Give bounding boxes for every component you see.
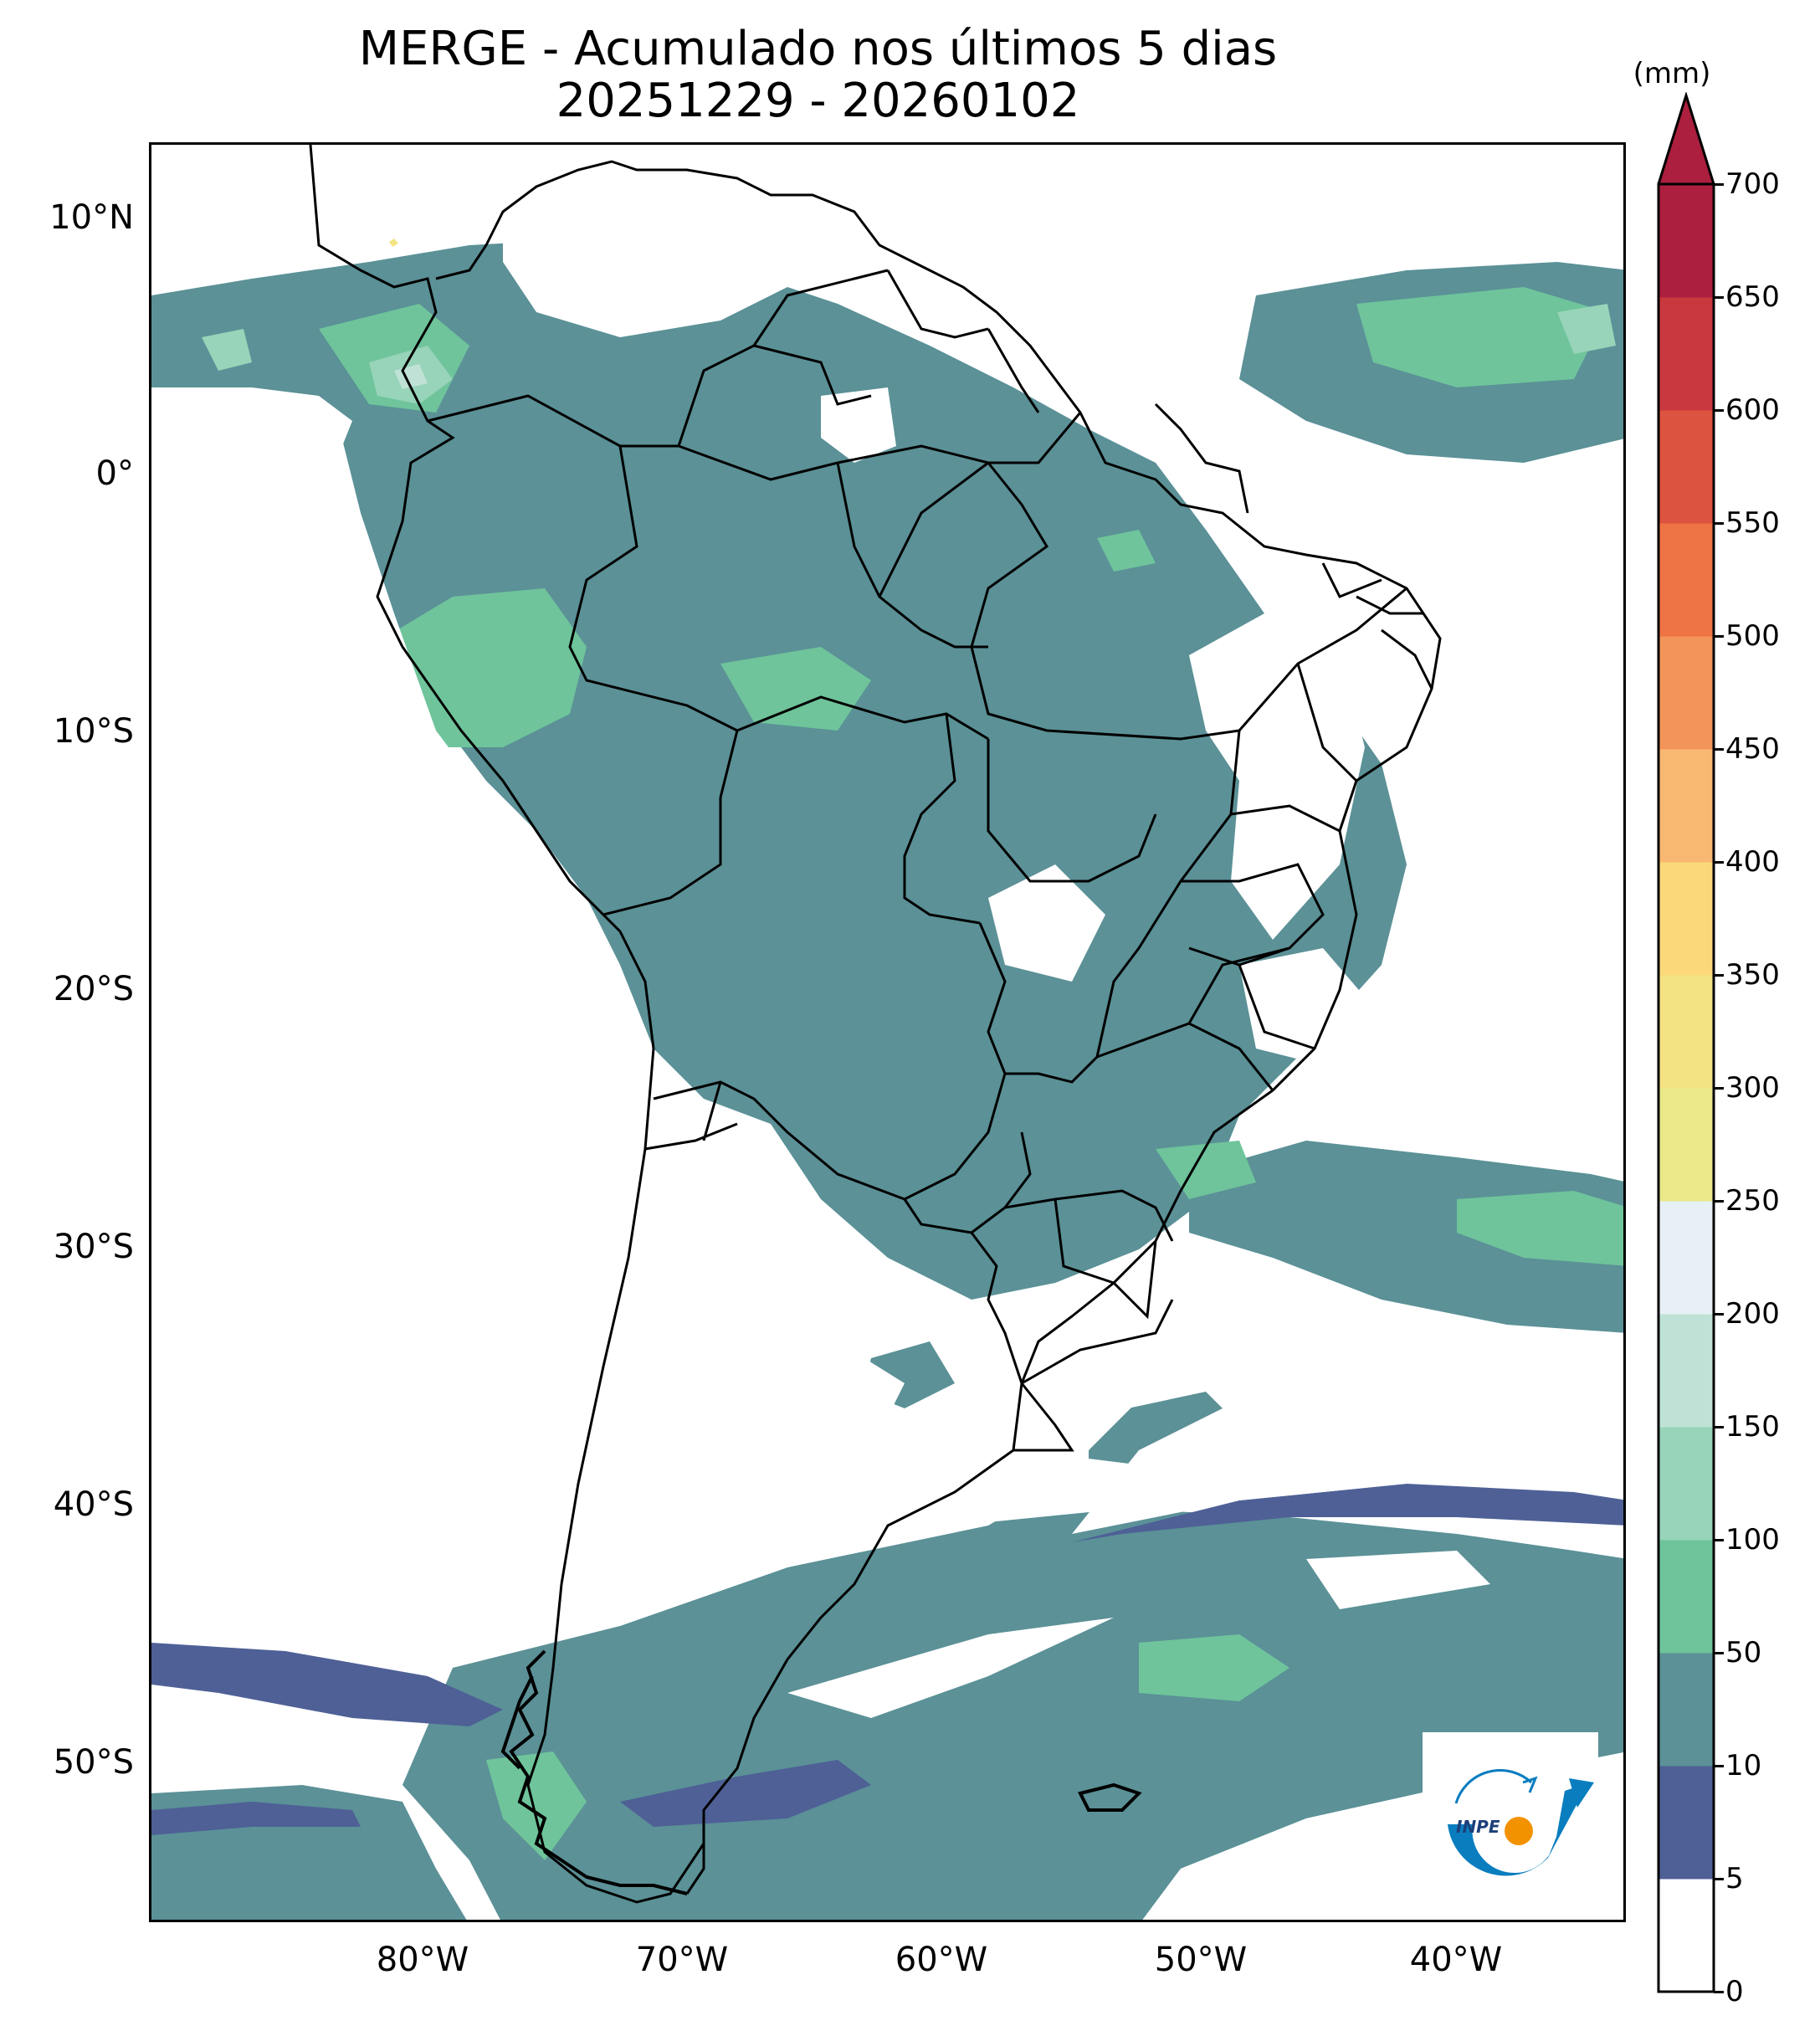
colorbar-label: 500 (1725, 619, 1780, 653)
colorbar-segment (1659, 1314, 1714, 1428)
colorbar-label: 100 (1725, 1523, 1780, 1557)
lat-label-50s: 50°S (53, 1743, 134, 1782)
colorbar-label: 650 (1725, 280, 1780, 314)
colorbar-tick (1714, 296, 1724, 299)
lon-label-50w: 50°W (1154, 1941, 1248, 1979)
colorbar-segment (1659, 636, 1714, 750)
colorbar-tick (1714, 974, 1724, 977)
colorbar-tick (1714, 861, 1724, 864)
colorbar-label: 10 (1725, 1749, 1762, 1782)
colorbar-tick (1714, 409, 1724, 412)
lon-label-80w: 80°W (376, 1941, 469, 1979)
colorbar-label: 300 (1725, 1071, 1780, 1105)
colorbar-segment (1659, 1653, 1714, 1767)
colorbar-label: 150 (1725, 1410, 1780, 1444)
lat-label-20s: 20°S (53, 970, 134, 1008)
colorbar-segment (1659, 1540, 1714, 1654)
colorbar-tick (1714, 1765, 1724, 1767)
colorbar-tick (1714, 635, 1724, 638)
colorbar-tick (1714, 522, 1724, 525)
political-borders (309, 145, 1442, 1904)
colorbar-segment (1659, 1088, 1714, 1202)
colorbar-segment (1659, 523, 1714, 637)
colorbar-tick (1714, 1200, 1724, 1203)
colorbar-segment (1659, 184, 1714, 298)
colorbar-tick (1714, 748, 1724, 751)
inpe-logo: INPE (1423, 1732, 1598, 1891)
svg-text:INPE: INPE (1456, 1817, 1500, 1837)
colorbar-segment (1659, 297, 1714, 411)
lat-label-10n: 10°N (49, 198, 134, 237)
lat-label-10s: 10°S (53, 712, 134, 751)
colorbar-tick (1714, 1087, 1724, 1090)
colorbar-segment (1659, 1201, 1714, 1315)
precipitation-map (151, 145, 1623, 1920)
colorbar-segment (1659, 862, 1714, 976)
colorbar-label: 0 (1725, 1975, 1744, 2008)
colorbar-label: 50 (1725, 1636, 1762, 1669)
colorbar-segment (1659, 975, 1714, 1089)
colorbar-label: 5 (1725, 1862, 1744, 1895)
map-title: MERGE - Acumulado nos últimos 5 dias (358, 22, 1278, 76)
colorbar-tick (1714, 1426, 1724, 1428)
colorbar-label: 550 (1725, 506, 1780, 540)
colorbar-label: 450 (1725, 732, 1780, 766)
colorbar-segment (1659, 1427, 1714, 1541)
colorbar-tick (1714, 1991, 1724, 1993)
colorbar-segment (1659, 1766, 1714, 1880)
colorbar-label: 600 (1725, 393, 1780, 427)
colorbar-tick (1714, 1313, 1724, 1316)
lon-label-70w: 70°W (635, 1941, 729, 1979)
colorbar (1657, 92, 1715, 1993)
map-panel[interactable] (149, 142, 1626, 1922)
colorbar-tick (1714, 1539, 1724, 1541)
lat-label-0: 0° (95, 454, 134, 493)
lat-label-30s: 30°S (53, 1228, 134, 1266)
colorbar-label: 200 (1725, 1297, 1780, 1331)
colorbar-label: 700 (1725, 167, 1780, 201)
colorbar-tick (1714, 1878, 1724, 1880)
colorbar-tick (1714, 183, 1724, 186)
colorbar-tick (1714, 1652, 1724, 1654)
colorbar-segment (1659, 410, 1714, 524)
lon-label-60w: 60°W (895, 1941, 988, 1979)
colorbar-unit: (mm) (1633, 57, 1711, 90)
lat-label-40s: 40°S (53, 1485, 134, 1524)
colorbar-label: 400 (1725, 845, 1780, 879)
colorbar-label: 250 (1725, 1184, 1780, 1218)
colorbar-segment (1659, 1879, 1714, 1993)
chile-fjords (500, 1649, 1142, 1895)
colorbar-segment (1659, 749, 1714, 863)
colorbar-label: 350 (1725, 958, 1780, 992)
map-date-range: 20251229 - 20260102 (556, 74, 1080, 128)
colorbar-extend-arrow (1657, 92, 1715, 185)
lon-label-40w: 40°W (1409, 1941, 1503, 1979)
precip-field-5-10 (151, 1383, 1623, 1835)
